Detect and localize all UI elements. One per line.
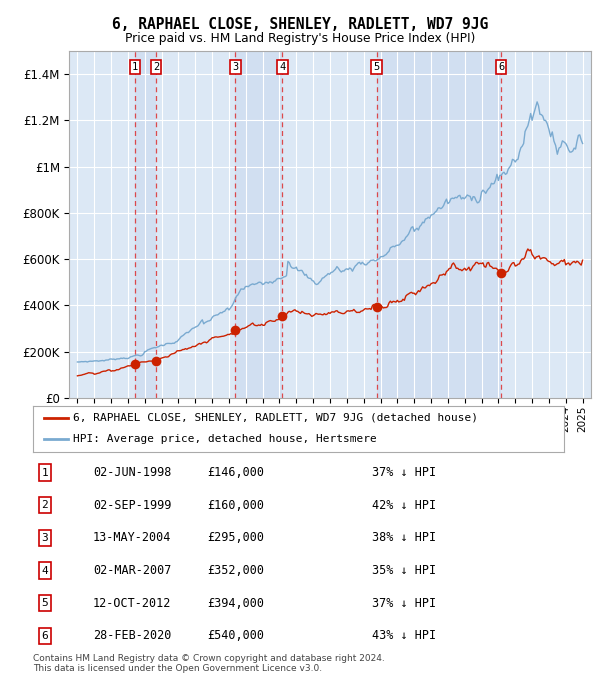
Text: 3: 3 — [41, 533, 49, 543]
Text: 02-JUN-1998: 02-JUN-1998 — [93, 466, 172, 479]
Text: £394,000: £394,000 — [207, 596, 264, 610]
Text: 4: 4 — [279, 62, 286, 72]
Text: 2: 2 — [153, 62, 159, 72]
Text: 37% ↓ HPI: 37% ↓ HPI — [372, 466, 436, 479]
Bar — [235, 51, 283, 398]
Text: 6, RAPHAEL CLOSE, SHENLEY, RADLETT, WD7 9JG (detached house): 6, RAPHAEL CLOSE, SHENLEY, RADLETT, WD7 … — [73, 413, 478, 422]
Text: 5: 5 — [41, 598, 49, 608]
Text: 35% ↓ HPI: 35% ↓ HPI — [372, 564, 436, 577]
Text: 6, RAPHAEL CLOSE, SHENLEY, RADLETT, WD7 9JG: 6, RAPHAEL CLOSE, SHENLEY, RADLETT, WD7 … — [112, 17, 488, 32]
Text: 1: 1 — [41, 468, 49, 477]
Bar — [135, 51, 156, 398]
Text: Contains HM Land Registry data © Crown copyright and database right 2024.
This d: Contains HM Land Registry data © Crown c… — [33, 653, 385, 673]
Text: 38% ↓ HPI: 38% ↓ HPI — [372, 531, 436, 545]
Text: 02-MAR-2007: 02-MAR-2007 — [93, 564, 172, 577]
Text: 43% ↓ HPI: 43% ↓ HPI — [372, 629, 436, 643]
Text: 1: 1 — [132, 62, 138, 72]
Text: 6: 6 — [41, 631, 49, 641]
Text: £540,000: £540,000 — [207, 629, 264, 643]
Text: £295,000: £295,000 — [207, 531, 264, 545]
Text: 37% ↓ HPI: 37% ↓ HPI — [372, 596, 436, 610]
Text: 12-OCT-2012: 12-OCT-2012 — [93, 596, 172, 610]
Text: 42% ↓ HPI: 42% ↓ HPI — [372, 498, 436, 512]
Text: 02-SEP-1999: 02-SEP-1999 — [93, 498, 172, 512]
Text: Price paid vs. HM Land Registry's House Price Index (HPI): Price paid vs. HM Land Registry's House … — [125, 32, 475, 45]
Text: £160,000: £160,000 — [207, 498, 264, 512]
Text: 6: 6 — [498, 62, 504, 72]
Text: 5: 5 — [374, 62, 380, 72]
Text: £352,000: £352,000 — [207, 564, 264, 577]
Text: 2: 2 — [41, 500, 49, 510]
Text: 13-MAY-2004: 13-MAY-2004 — [93, 531, 172, 545]
Text: £146,000: £146,000 — [207, 466, 264, 479]
Text: 28-FEB-2020: 28-FEB-2020 — [93, 629, 172, 643]
Bar — [377, 51, 501, 398]
Text: 3: 3 — [232, 62, 238, 72]
Text: 4: 4 — [41, 566, 49, 575]
Text: HPI: Average price, detached house, Hertsmere: HPI: Average price, detached house, Hert… — [73, 435, 377, 444]
